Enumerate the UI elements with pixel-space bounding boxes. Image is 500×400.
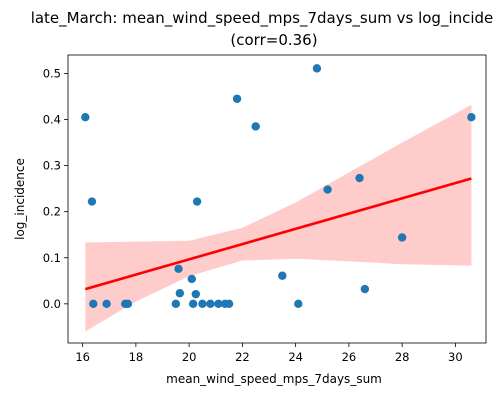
data-point-13	[198, 299, 207, 309]
x-tick-label: 24	[288, 350, 303, 364]
data-point-1	[87, 197, 97, 206]
data-point-23	[323, 185, 332, 194]
data-point-5	[123, 299, 133, 309]
data-point-20	[278, 271, 287, 280]
y-tick-label: 0.3	[43, 159, 61, 173]
y-tick-label: 0.5	[43, 66, 61, 80]
confidence-band	[85, 104, 472, 332]
data-point-25	[360, 284, 370, 294]
data-point-19	[251, 122, 260, 131]
y-tick-label: 0.1	[43, 251, 61, 265]
chart-subtitle: (corr=0.36)	[230, 31, 317, 49]
x-tick-label: 26	[342, 350, 357, 364]
data-point-18	[232, 94, 242, 103]
data-point-17	[224, 299, 234, 309]
x-tick-label: 18	[129, 350, 144, 364]
data-point-14	[206, 299, 215, 309]
x-axis-label: mean_wind_speed_mps_7days_sum	[166, 372, 382, 386]
data-point-6	[171, 299, 181, 309]
x-tick-label: 16	[75, 350, 90, 364]
data-point-12	[192, 197, 202, 206]
plot-area	[81, 64, 476, 332]
data-point-24	[355, 173, 364, 183]
data-point-21	[294, 299, 303, 309]
data-point-7	[174, 264, 183, 274]
data-point-26	[397, 233, 407, 242]
data-point-8	[175, 289, 185, 298]
y-tick-label: 0.0	[43, 297, 61, 311]
x-tick-label: 30	[448, 350, 463, 364]
data-point-3	[102, 299, 111, 309]
data-point-15	[214, 299, 223, 309]
data-point-9	[187, 274, 197, 284]
x-axis: 16 18 20 22 24 26 28 30	[75, 343, 463, 364]
plot-frame	[67, 54, 487, 344]
data-point-2	[89, 299, 98, 309]
data-point-0	[81, 113, 90, 122]
y-tick-label: 0.4	[43, 113, 61, 127]
y-tick-label: 0.2	[43, 205, 61, 219]
data-point-11	[191, 289, 200, 299]
data-point-10	[188, 299, 198, 309]
data-point-22	[312, 64, 322, 73]
data-point-27	[467, 113, 476, 122]
regression-line	[84, 177, 472, 291]
chart-title: late_March: mean_wind_speed_mps_7days_su…	[31, 9, 494, 28]
y-axis-label: log_incidence	[13, 158, 27, 240]
x-tick-label: 28	[395, 350, 410, 364]
x-tick-label: 20	[182, 350, 197, 364]
x-tick-label: 22	[235, 350, 250, 364]
y-axis: 0.0 0.1 0.2 0.3 0.4 0.5	[43, 66, 68, 311]
